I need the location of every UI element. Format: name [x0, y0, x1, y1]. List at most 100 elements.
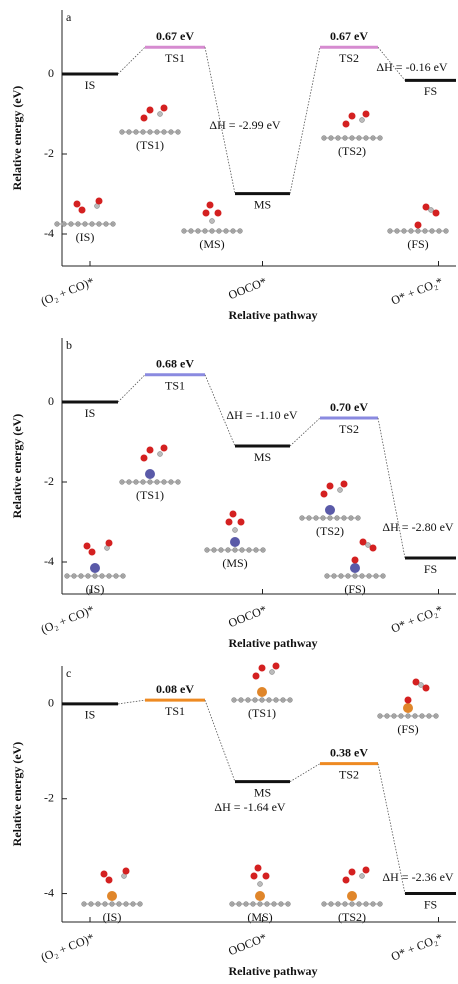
connector	[289, 417, 321, 447]
panel: b Relative energy (eV) Relative pathway 0 -2…	[10, 338, 456, 650]
oxygen-atom	[88, 548, 96, 556]
x-tick-label: OOCO*	[226, 602, 268, 630]
structure-label: (MS)	[247, 910, 272, 924]
carbon-atom	[257, 881, 263, 887]
structure-label: (IS)	[103, 910, 122, 924]
oxygen-atom	[412, 678, 420, 686]
y-tick-label: -2	[44, 146, 54, 160]
x-tick-label: (O₂ + CO)*	[39, 602, 96, 636]
carbon-atom	[365, 542, 371, 548]
metal-atom	[325, 505, 335, 515]
panel: c Relative energy (eV) Relative pathway 0 -2…	[10, 662, 456, 978]
carbon-atom	[269, 669, 275, 675]
connector	[204, 47, 236, 194]
state-label: IS	[85, 406, 96, 420]
carbon-atom	[359, 117, 365, 123]
panel-label: b	[66, 338, 72, 352]
barrier-label: 0.68 eV	[156, 357, 194, 371]
metal-atom	[257, 687, 267, 697]
barrier-label: 0.38 eV	[330, 745, 368, 759]
x-tick-label: O* + CO₂*	[389, 602, 445, 635]
y-tick-label: 0	[48, 66, 54, 80]
x-tick-label: (O₂ + CO)*	[39, 274, 96, 308]
metal-atom	[230, 537, 240, 547]
oxygen-atom	[229, 510, 237, 518]
connector	[289, 763, 321, 783]
structure-label: (TS1)	[136, 488, 164, 502]
metal-atom	[107, 891, 117, 901]
structure-label: (TS2)	[338, 910, 366, 924]
connector	[204, 699, 236, 782]
oxygen-atom	[422, 684, 430, 692]
state-label: TS2	[339, 422, 359, 436]
enthalpy-annotation: ΔH = -1.64 eV	[214, 800, 285, 814]
oxygen-atom	[258, 664, 266, 672]
oxygen-atom	[78, 206, 86, 214]
structure-label: (TS2)	[338, 144, 366, 158]
oxygen-atom	[362, 110, 370, 118]
structure-label: (FS)	[397, 722, 418, 736]
enthalpy-annotation: ΔH = -2.80 eV	[382, 520, 453, 534]
structure-label: (FS)	[344, 582, 365, 596]
y-tick-label: -2	[44, 790, 54, 804]
barrier-label: 0.67 eV	[156, 29, 194, 43]
oxygen-atom	[326, 482, 334, 490]
y-tick-label: -4	[44, 554, 54, 568]
structure-label: (TS1)	[136, 138, 164, 152]
y-axis-label: Relative energy (eV)	[10, 86, 24, 191]
enthalpy-annotation: ΔH = -1.10 eV	[226, 408, 297, 422]
structure-label: (TS1)	[248, 706, 276, 720]
y-tick-label: 0	[48, 696, 54, 710]
oxygen-atom	[320, 490, 328, 498]
oxygen-atom	[252, 672, 260, 680]
x-axis-label: Relative pathway	[229, 964, 318, 978]
connector	[204, 374, 236, 447]
structure-label: (IS)	[76, 230, 95, 244]
metal-atom	[90, 563, 100, 573]
state-label: MS	[254, 197, 271, 211]
oxygen-atom	[237, 518, 245, 526]
oxygen-atom	[140, 114, 148, 122]
oxygen-atom	[404, 696, 412, 704]
state-label: TS1	[165, 51, 185, 65]
x-axis-label: Relative pathway	[229, 308, 318, 322]
metal-atom	[255, 891, 265, 901]
oxygen-atom	[100, 870, 108, 878]
barrier-label: 0.70 eV	[330, 400, 368, 414]
oxygen-atom	[348, 868, 356, 876]
oxygen-atom	[160, 444, 168, 452]
state-label: FS	[424, 562, 437, 576]
x-tick-label: OOCO*	[226, 930, 268, 958]
structure-label: (IS)	[86, 582, 105, 596]
oxygen-atom	[140, 454, 148, 462]
state-label: TS2	[339, 51, 359, 65]
x-tick-label: OOCO*	[226, 274, 268, 302]
metal-atom	[403, 703, 413, 713]
y-axis-label: Relative energy (eV)	[10, 414, 24, 519]
oxygen-atom	[262, 872, 270, 880]
carbon-atom	[337, 487, 343, 493]
metal-atom	[347, 891, 357, 901]
metal-atom	[145, 469, 155, 479]
x-axis-label: Relative pathway	[229, 636, 318, 650]
oxygen-atom	[122, 867, 130, 875]
carbon-atom	[209, 218, 215, 224]
y-tick-label: -4	[44, 226, 54, 240]
state-label: IS	[85, 78, 96, 92]
oxygen-atom	[254, 864, 262, 872]
oxygen-atom	[206, 201, 214, 209]
panel-label: a	[66, 10, 72, 24]
enthalpy-annotation: ΔH = -2.99 eV	[209, 118, 280, 132]
state-label: FS	[424, 84, 437, 98]
oxygen-atom	[369, 544, 377, 552]
y-tick-label: 0	[48, 394, 54, 408]
connector	[377, 763, 406, 894]
x-tick-label: (O₂ + CO)*	[39, 930, 96, 964]
carbon-atom	[428, 207, 434, 213]
state-label: FS	[424, 897, 437, 911]
y-axis-label: Relative energy (eV)	[10, 742, 24, 847]
carbon-atom	[418, 682, 424, 688]
state-label: TS1	[165, 704, 185, 718]
state-label: TS2	[339, 767, 359, 781]
